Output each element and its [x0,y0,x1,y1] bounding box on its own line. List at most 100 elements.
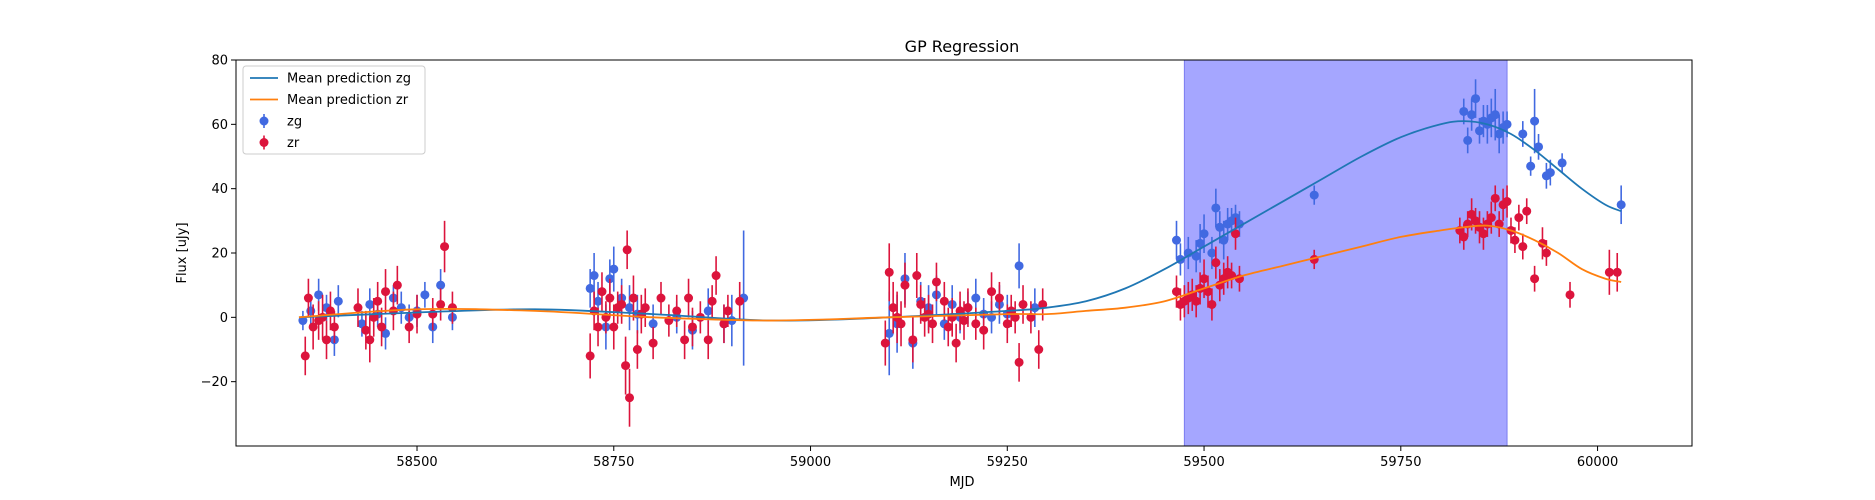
data-point-zr [880,338,890,348]
x-tick-label: 58500 [396,455,437,470]
data-point-zg [1534,142,1544,152]
data-point-zr [585,351,595,361]
data-point-zg [1616,200,1626,210]
data-layer [298,79,1626,427]
data-point-zg [314,290,324,300]
data-point-zg [1211,203,1221,213]
data-point-zg [1557,158,1567,168]
data-point-zr [1459,232,1469,242]
y-tick-label: 20 [211,247,228,262]
data-point-zr [1478,229,1488,239]
data-point-zg [1215,222,1225,232]
data-point-zr [1486,213,1496,223]
data-point-zr [1002,319,1012,329]
data-point-zg [1463,135,1473,145]
data-point-zr [381,287,391,297]
data-point-zg [420,290,430,300]
data-point-zr [684,293,694,303]
data-point-zg [1490,110,1500,120]
data-point-zg [1234,219,1244,229]
data-point-zg [1471,94,1481,104]
data-point-zr [900,280,910,290]
data-point-zr [963,303,973,313]
y-tick-label: 40 [211,182,228,197]
data-point-zg [1545,168,1555,178]
data-point-zr [300,351,310,361]
data-point-zr [353,303,363,313]
data-point-zr [308,322,318,332]
data-point-zg [381,328,391,338]
data-point-zr [1514,213,1524,223]
data-point-zr [711,271,721,281]
data-point-zr [656,293,666,303]
data-point-zr [1199,274,1209,284]
data-point-zg [1191,251,1201,261]
legend-marker-swatch [259,138,269,147]
data-point-zg [365,299,375,309]
data-point-zg [703,306,713,316]
data-point-zg [357,319,367,329]
data-point-zr [1604,267,1614,277]
data-point-zg [1475,126,1485,136]
x-tick-label: 59250 [987,455,1028,470]
mean-prediction-zr-line [298,224,1622,322]
data-point-zg [1171,235,1181,245]
x-tick-label: 60000 [1577,455,1618,470]
data-point-zg [884,328,894,338]
data-point-zg [1219,235,1229,245]
x-tick-label: 59500 [1183,455,1224,470]
data-point-zg [1207,248,1217,258]
data-point-zr [597,287,607,297]
data-point-zr [1612,267,1622,277]
data-point-zg [298,316,308,326]
data-point-zr [1211,258,1221,268]
data-point-zr [361,325,371,335]
data-point-zg [1518,129,1528,139]
data-point-zr [912,271,922,281]
data-point-zg [971,293,981,303]
data-point-zg [1494,129,1504,139]
data-point-zr [412,309,422,319]
mean-prediction-zg-line [298,120,1622,322]
data-point-zr [707,296,717,306]
data-point-zr [971,319,981,329]
data-point-zr [1171,287,1181,297]
data-point-zr [979,325,989,335]
legend-label: zr [287,136,300,151]
data-point-zr [1014,357,1024,367]
data-point-zr [322,335,332,345]
data-point-zr [303,293,313,303]
data-point-zr [1522,206,1532,216]
data-point-zg [1467,110,1477,120]
x-tick-label: 58750 [593,455,634,470]
legend-label: zg [287,115,302,130]
data-point-zr [1490,193,1500,203]
data-point-zr [1471,216,1481,226]
data-point-zr [1467,209,1477,219]
data-point-zr [951,338,961,348]
data-point-zg [609,264,619,274]
data-point-zr [896,319,906,329]
data-point-zr [628,293,638,303]
data-point-zr [1026,312,1036,322]
data-point-zr [648,338,658,348]
data-point-zr [1191,296,1201,306]
data-point-zr [735,296,745,306]
data-point-zr [939,296,949,306]
data-point-zg [1195,238,1205,248]
data-point-zg [625,303,635,313]
y-tick-label: 80 [211,54,228,69]
data-point-zg [1199,229,1209,239]
data-point-zr [404,322,414,332]
data-point-zg [593,296,603,306]
data-point-zr [621,361,631,371]
data-point-zr [1541,248,1551,258]
data-point-zr [640,303,650,313]
data-point-zr [908,335,918,345]
data-point-zg [436,280,446,290]
data-point-zr [373,296,383,306]
data-point-zr [723,306,733,316]
data-point-zg [333,296,343,306]
data-point-zr [392,280,402,290]
data-point-zr [365,335,375,345]
